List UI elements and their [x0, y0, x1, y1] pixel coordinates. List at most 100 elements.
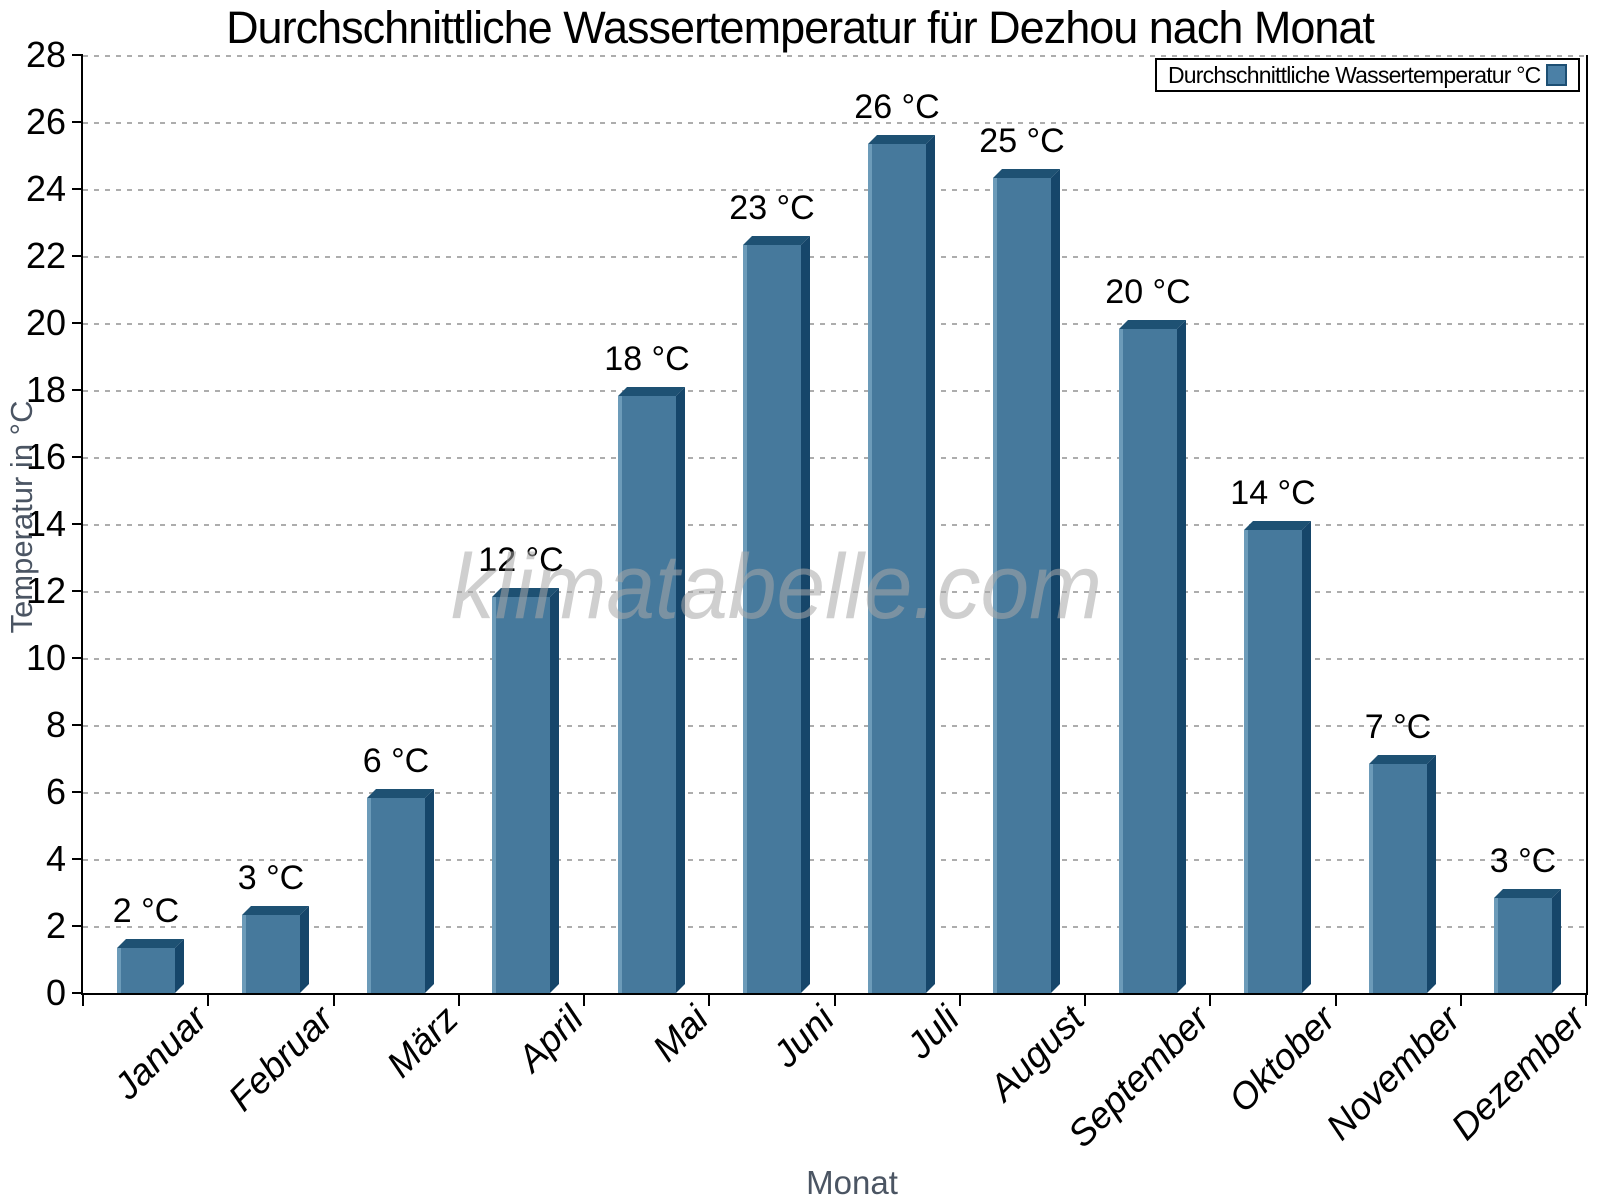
bar-top-face [1369, 755, 1436, 764]
y-tick-label-0: 0 [45, 972, 66, 1013]
bar-value-label: 12 °C [478, 541, 564, 579]
bar-front-face [492, 597, 550, 993]
bar-mai [618, 387, 685, 993]
y-tick-label-26: 26 [25, 101, 66, 142]
bar-front-face [117, 948, 175, 993]
bar-front-face [1369, 764, 1427, 993]
bar-januar [117, 939, 184, 993]
x-tick-8 [1084, 995, 1086, 1006]
bar-top-face [1119, 320, 1186, 329]
y-tick-label-6: 6 [45, 771, 66, 812]
bar-februar [242, 906, 309, 993]
bar-value-label: 18 °C [604, 340, 690, 378]
y-tick-label-28: 28 [25, 34, 66, 75]
gridline-26 [83, 122, 1586, 124]
bar-side-face [300, 906, 309, 993]
x-tick-10 [1335, 995, 1337, 1006]
bar-front-face [367, 798, 425, 993]
bar-side-face [425, 789, 434, 993]
y-axis-title: Temperatur in °C [4, 400, 39, 634]
gridline-4 [83, 859, 1586, 861]
gridline-6 [83, 792, 1586, 794]
y-tick-label-18: 18 [25, 369, 66, 410]
legend-swatch-icon [1546, 64, 1567, 86]
bar-value-label: 3 °C [237, 859, 305, 897]
bar-top-face [1244, 521, 1311, 530]
bar-front-face [1494, 898, 1552, 993]
y-tick-22 [72, 255, 83, 257]
y-tick-label-12: 12 [25, 570, 66, 611]
bar-märz [367, 789, 434, 993]
bar-front-face [868, 144, 926, 993]
bar-top-face [1494, 889, 1561, 898]
gridline-22 [83, 256, 1586, 258]
gridline-24 [83, 189, 1586, 191]
x-tick-1 [207, 995, 209, 1006]
gridline-12 [83, 591, 1586, 593]
gridline-2 [83, 926, 1586, 928]
gridline-18 [83, 390, 1586, 392]
bar-value-label: 14 °C [1230, 474, 1316, 512]
bar-side-face [175, 939, 184, 993]
bar-value-label: 26 °C [854, 88, 940, 126]
x-axis-title: Monat [806, 1164, 898, 1200]
gridline-20 [83, 323, 1586, 325]
bar-front-face [1119, 329, 1177, 993]
y-tick-8 [72, 724, 83, 726]
bar-front-face [242, 915, 300, 993]
gridline-28 [83, 55, 1586, 57]
bar-juli [868, 135, 935, 993]
y-tick-10 [72, 657, 83, 659]
bar-value-label: 3 °C [1489, 842, 1557, 880]
x-tick-5 [708, 995, 710, 1006]
bar-april [492, 588, 559, 993]
y-tick-label-4: 4 [45, 838, 66, 879]
bar-front-face [743, 245, 801, 993]
bar-juni [743, 236, 810, 993]
bar-oktober [1244, 521, 1311, 993]
bar-side-face [1302, 521, 1311, 993]
bar-august [993, 169, 1060, 993]
y-tick-14 [72, 523, 83, 525]
bar-front-face [993, 178, 1051, 993]
bar-top-face [993, 169, 1060, 178]
y-tick-label-24: 24 [25, 168, 66, 209]
y-tick-20 [72, 322, 83, 324]
bar-front-face [618, 396, 676, 993]
bar-value-label: 23 °C [729, 189, 815, 227]
watermark: klimatabelle.com [451, 536, 1102, 638]
y-tick-label-10: 10 [25, 637, 66, 678]
y-tick-24 [72, 188, 83, 190]
bar-top-face [743, 236, 810, 245]
bar-side-face [676, 387, 685, 993]
bar-side-face [550, 588, 559, 993]
y-tick-28 [72, 54, 83, 56]
y-tick-26 [72, 121, 83, 123]
y-tick-label-20: 20 [25, 302, 66, 343]
x-tick-2 [333, 995, 335, 1006]
y-tick-0 [72, 992, 83, 994]
bar-value-label: 2 °C [112, 892, 180, 930]
y-tick-label-2: 2 [45, 905, 66, 946]
bar-september [1119, 320, 1186, 993]
y-tick-label-22: 22 [25, 235, 66, 276]
bar-value-label: 7 °C [1364, 708, 1432, 746]
x-tick-7 [959, 995, 961, 1006]
plot-area: klimatabelle.com 2 °C 3 °C 6 °C 12 °C 18 °C 2… [81, 55, 1588, 995]
gridline-16 [83, 457, 1586, 459]
bar-value-label: 20 °C [1105, 273, 1191, 311]
y-tick-12 [72, 590, 83, 592]
y-tick-18 [72, 389, 83, 391]
bar-front-face [1244, 530, 1302, 993]
bar-top-face [367, 789, 434, 798]
x-tick-6 [834, 995, 836, 1006]
gridline-10 [83, 658, 1586, 660]
bar-value-label: 25 °C [979, 122, 1065, 160]
y-tick-label-8: 8 [45, 704, 66, 745]
gridline-14 [83, 524, 1586, 526]
y-tick-16 [72, 456, 83, 458]
bar-dezember [1494, 889, 1561, 993]
x-tick-9 [1209, 995, 1211, 1006]
y-tick-label-14: 14 [25, 503, 66, 544]
